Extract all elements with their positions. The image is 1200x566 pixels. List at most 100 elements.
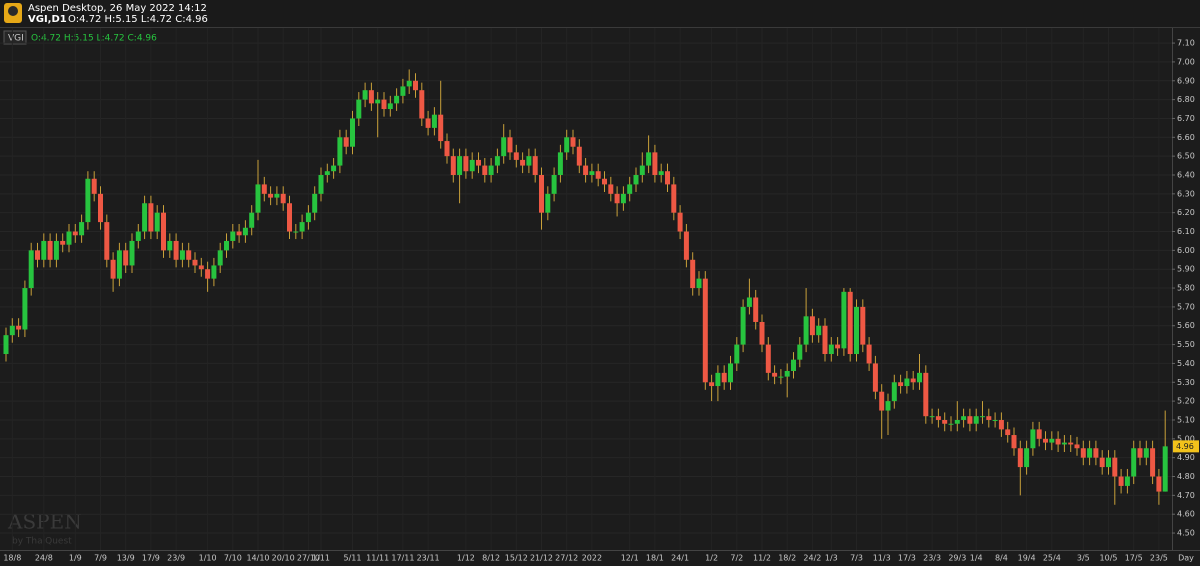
x-tick-label: 7/9 <box>94 554 107 563</box>
candle-body <box>280 193 286 204</box>
candle-body <box>746 297 752 307</box>
candle-body <box>847 291 853 355</box>
candle-body <box>923 372 929 417</box>
candle-body <box>545 193 551 213</box>
candle-body <box>1036 429 1042 439</box>
candle-body <box>331 165 337 172</box>
x-tick-label: 1/9 <box>69 554 82 563</box>
candle-body <box>35 250 40 260</box>
candle-body <box>1061 442 1067 445</box>
x-tick-label: 7/2 <box>730 554 743 563</box>
candle-body <box>772 372 778 377</box>
candle-body <box>368 90 374 104</box>
candle-body <box>576 146 582 166</box>
candle-body <box>431 114 437 128</box>
candle-body <box>854 306 859 355</box>
x-tick-label: 27/12 <box>555 554 578 563</box>
x-tick-label: 5/11 <box>344 554 362 563</box>
candle-body <box>683 231 689 260</box>
candle-body <box>658 171 664 175</box>
candle-body <box>186 250 192 260</box>
candle-body <box>457 156 463 175</box>
y-tick-label: 5.50 <box>1177 340 1195 349</box>
x-tick-label: 21/12 <box>530 554 553 563</box>
candle-body <box>249 212 255 228</box>
x-tick-label: 18/8 <box>3 554 21 563</box>
y-tick-label: 5.30 <box>1177 378 1195 387</box>
x-tick-label: 13/9 <box>117 554 135 563</box>
last-price-label: 4.96 <box>1176 442 1194 451</box>
x-tick-label: 3/5 <box>1077 554 1090 563</box>
candle-body <box>828 344 834 355</box>
candle-body <box>608 184 614 194</box>
candle-body <box>791 359 796 371</box>
candle-body <box>66 231 72 245</box>
candle-body <box>305 212 311 223</box>
watermark-brand: ASPEN <box>7 510 82 534</box>
candle-body <box>394 95 400 104</box>
candle-body <box>318 174 324 194</box>
candle-body <box>16 325 22 330</box>
candle-body <box>816 325 822 336</box>
candle-body <box>614 193 620 204</box>
x-unit-label: Day <box>1178 554 1194 563</box>
candle-body <box>236 231 242 236</box>
candle-body <box>520 159 526 166</box>
y-tick-label: 4.70 <box>1177 491 1195 500</box>
candle-body <box>501 137 507 157</box>
y-tick-label: 4.80 <box>1177 472 1195 481</box>
candle-body <box>1143 448 1149 458</box>
y-tick-label: 5.90 <box>1177 265 1195 274</box>
candle-body <box>954 419 960 424</box>
x-tick-label: 23/3 <box>923 554 941 563</box>
candle-body <box>28 250 34 289</box>
candle-body <box>797 344 803 360</box>
x-tick-label: 29/3 <box>948 554 966 563</box>
candle-body <box>116 250 122 279</box>
candle-body <box>589 171 595 175</box>
x-tick-label: 1/10 <box>199 554 217 563</box>
candle-body <box>400 86 406 96</box>
candle-body <box>450 156 456 175</box>
x-tick-label: 19/4 <box>1018 554 1036 563</box>
candle-body <box>803 316 809 345</box>
x-tick-label: 1/11 <box>312 554 330 563</box>
candle-body <box>293 231 299 233</box>
candle-body <box>564 137 570 153</box>
candle-body <box>488 165 494 175</box>
candle-body <box>179 250 185 260</box>
candle-body <box>1087 448 1093 458</box>
x-tick-label: 11/11 <box>366 554 389 563</box>
candle-body <box>211 265 217 279</box>
candle-body <box>60 240 66 245</box>
y-tick-label: 6.30 <box>1177 189 1195 198</box>
candle-body <box>702 278 708 383</box>
candle-body <box>255 184 261 213</box>
candle-body <box>242 227 248 236</box>
candle-body <box>337 137 343 166</box>
x-tick-label: 18/2 <box>778 554 796 563</box>
candle-body <box>324 171 330 175</box>
candle-body <box>1049 438 1055 443</box>
x-tick-label: 7/10 <box>224 554 242 563</box>
candle-body <box>1099 457 1105 468</box>
candle-body <box>753 297 759 322</box>
candle-body <box>72 231 78 236</box>
candle-body <box>476 159 481 166</box>
y-tick-label: 7.00 <box>1177 57 1195 66</box>
candle-body <box>986 416 992 420</box>
candle-body <box>620 193 626 204</box>
candle-body <box>85 178 91 223</box>
x-tick-label: 27/10 <box>297 554 320 563</box>
legend-ohlc: O:4.72 H:5.15 L:4.72 C:4.96 <box>31 34 157 44</box>
candle-body <box>148 203 154 232</box>
y-tick-label: 6.50 <box>1177 152 1195 161</box>
x-tick-label: 8/4 <box>995 554 1008 563</box>
candle-body <box>1150 448 1156 477</box>
candle-body <box>935 416 941 420</box>
x-tick-label: 25/4 <box>1043 554 1061 563</box>
candle-body <box>230 231 236 241</box>
candle-body <box>375 99 381 104</box>
candle-body <box>381 99 387 110</box>
